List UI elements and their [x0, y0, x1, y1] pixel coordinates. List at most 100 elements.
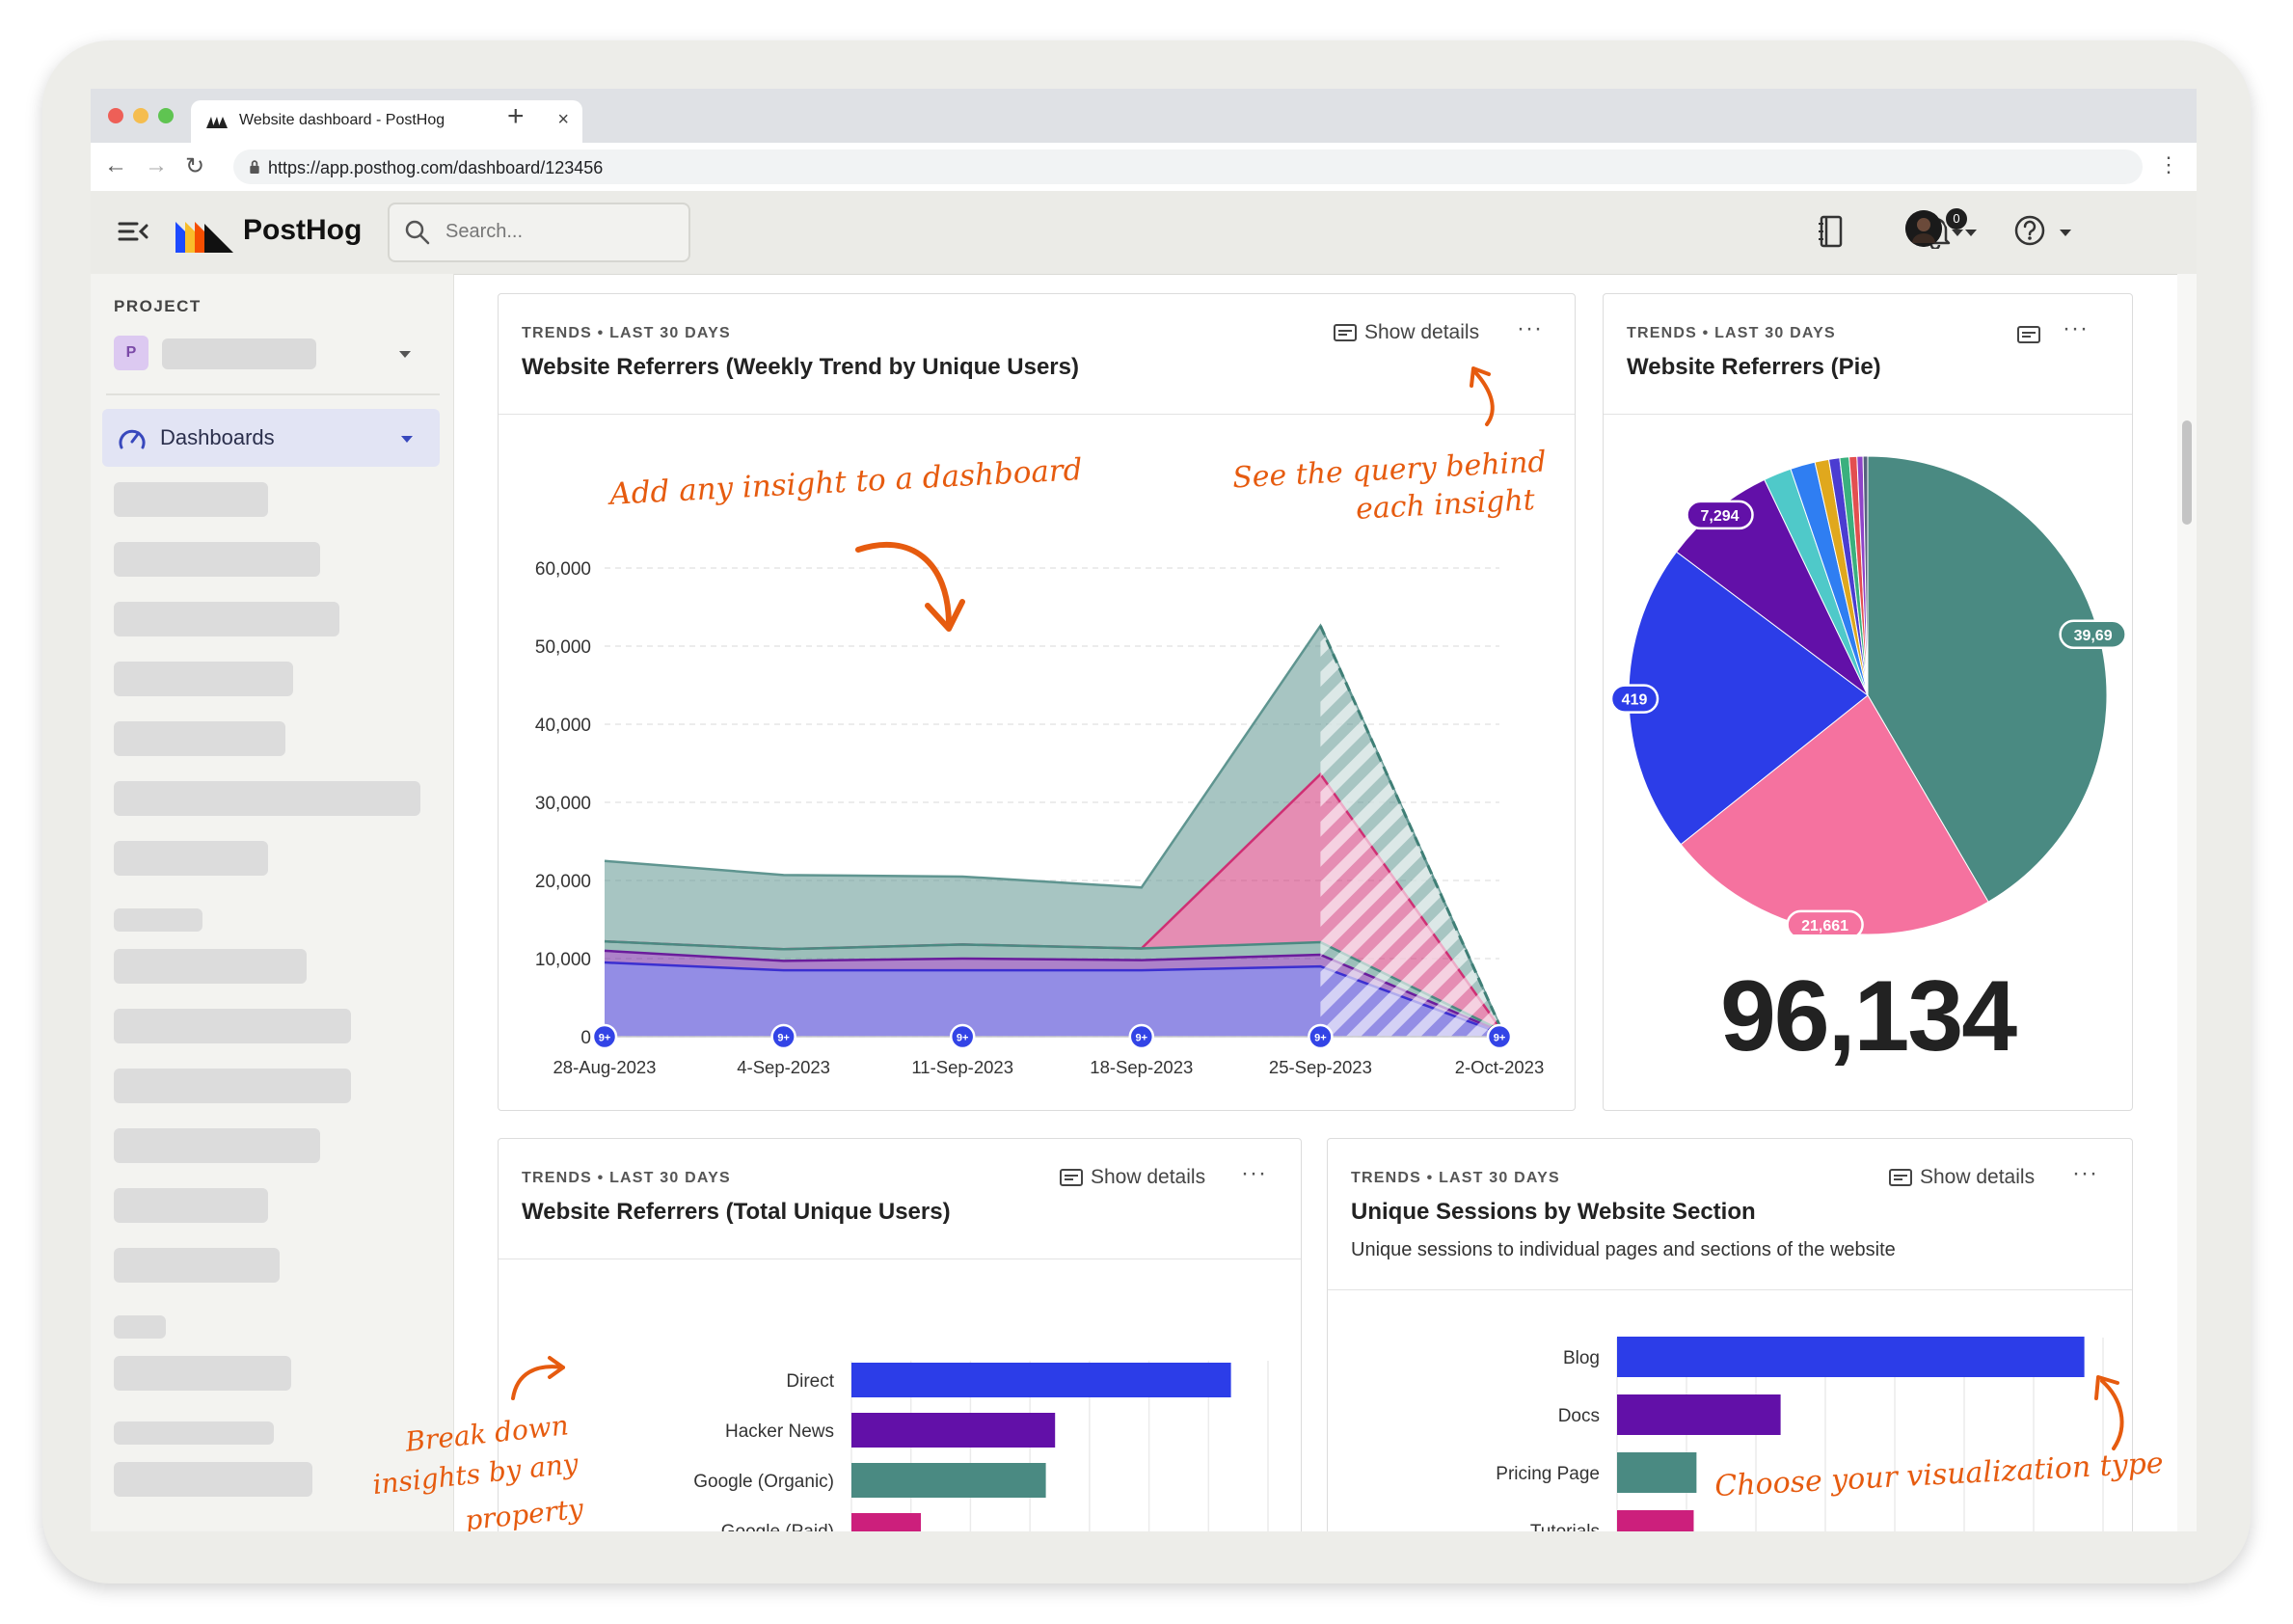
bar-direct[interactable]	[851, 1363, 1231, 1397]
sidebar: PROJECT P Dashboards	[91, 274, 454, 1531]
incomplete-period-line	[1319, 625, 1501, 1026]
area-series-hacker-news[interactable]	[605, 950, 1499, 1033]
search-placeholder: Search...	[445, 221, 524, 242]
sidebar-item-placeholder[interactable]	[114, 1356, 291, 1391]
sidebar-item-placeholder[interactable]	[114, 721, 285, 756]
details-icon[interactable]	[2017, 325, 2040, 344]
notifications-chevron-down-icon[interactable]	[1965, 230, 1977, 236]
details-icon	[1889, 1169, 1912, 1186]
bar-category-label: Direct	[786, 1371, 834, 1392]
help-icon[interactable]	[2013, 214, 2046, 247]
maximize-window-dot[interactable]	[158, 108, 174, 123]
area-series-direct[interactable]	[605, 962, 1499, 1037]
show-details-label: Show details	[1091, 1166, 1206, 1188]
sidebar-item-placeholder[interactable]	[114, 1188, 268, 1223]
card-title[interactable]: Unique Sessions by Website Section	[1351, 1199, 1756, 1225]
annotation-marker[interactable]: 9+	[949, 1023, 976, 1050]
area-series-other[interactable]	[605, 625, 1499, 1028]
annotation-marker[interactable]: 9+	[1128, 1023, 1155, 1050]
card-title[interactable]: Website Referrers (Pie)	[1627, 354, 1881, 380]
tab-title: Website dashboard - PostHog	[239, 112, 445, 128]
y-tick-label: 60,000	[535, 559, 591, 580]
sidebar-item-placeholder[interactable]	[114, 662, 293, 696]
notification-count-badge: 0	[1944, 206, 1969, 231]
more-options-icon[interactable]: ···	[2063, 315, 2089, 341]
avatar[interactable]	[1905, 210, 1942, 247]
more-options-icon[interactable]: ···	[2072, 1160, 2098, 1186]
bar-category-label: Google (Paid)	[721, 1522, 834, 1531]
pie-slice-slate[interactable]	[1862, 455, 1869, 696]
svg-text:419: 419	[1622, 692, 1648, 709]
bar-google-organic-[interactable]	[851, 1463, 1046, 1498]
sidebar-item-placeholder[interactable]	[114, 1128, 320, 1163]
new-tab-icon[interactable]: +	[507, 100, 525, 132]
project-avatar[interactable]: P	[114, 336, 148, 370]
annotation-marker[interactable]: 9+	[770, 1023, 796, 1050]
annotation-arrow-icon	[511, 1356, 565, 1400]
more-options-icon[interactable]: ···	[1241, 1160, 1267, 1186]
bar-blog[interactable]	[1617, 1337, 2085, 1377]
bar-hacker-news[interactable]	[851, 1413, 1056, 1448]
search-input[interactable]: Search...	[388, 203, 690, 262]
show-details-button[interactable]: Show details	[1334, 321, 1479, 348]
svg-text:21,661: 21,661	[1801, 918, 1848, 934]
sidebar-item-placeholder[interactable]	[114, 1069, 351, 1103]
reload-icon[interactable]: ↻	[185, 153, 205, 179]
sidebar-item-placeholder[interactable]	[114, 781, 420, 816]
svg-text:7,294: 7,294	[1700, 508, 1739, 525]
menu-collapse-icon[interactable]	[118, 218, 148, 245]
pie-data-label: 7,294	[1686, 500, 1754, 530]
bar-tutorials[interactable]	[1617, 1510, 1694, 1531]
browser-tab[interactable]: Website dashboard - PostHog ×	[191, 100, 582, 143]
sidebar-item-placeholder[interactable]	[114, 1009, 351, 1043]
show-details-button[interactable]: Show details	[1060, 1166, 1205, 1193]
url-text: https://app.posthog.com/dashboard/123456	[268, 158, 604, 177]
bar-category-label: Pricing Page	[1496, 1464, 1600, 1484]
user-menu-chevron-down-icon[interactable]	[1952, 230, 1963, 236]
sidebar-item-dashboards[interactable]: Dashboards	[102, 409, 440, 467]
sidebar-item-placeholder[interactable]	[114, 841, 268, 876]
project-chevron-down-icon[interactable]	[399, 351, 411, 358]
sidebar-item-placeholder[interactable]	[114, 542, 320, 577]
card-title[interactable]: Website Referrers (Total Unique Users)	[522, 1199, 951, 1225]
sidebar-item-placeholder[interactable]	[114, 602, 339, 636]
svg-text:9+: 9+	[1494, 1033, 1506, 1044]
sidebar-item-placeholder[interactable]	[114, 1462, 312, 1497]
show-details-label: Show details	[1920, 1166, 2036, 1188]
card-title[interactable]: Website Referrers (Weekly Trend by Uniqu…	[522, 354, 1079, 380]
sidebar-item-placeholder[interactable]	[114, 949, 307, 984]
help-chevron-down-icon[interactable]	[2060, 230, 2071, 236]
area-series-google-paid-[interactable]	[605, 773, 1499, 1030]
annotation-break-down-line3: property	[463, 1492, 585, 1531]
annotation-marker[interactable]: 9+	[1308, 1023, 1334, 1050]
bar-google-paid-[interactable]	[851, 1513, 921, 1531]
notebook-icon[interactable]	[1817, 214, 1846, 249]
back-icon[interactable]: ←	[104, 152, 127, 178]
url-field[interactable]: https://app.posthog.com/dashboard/123456	[233, 149, 2143, 184]
card-eyebrow: TRENDS • LAST 30 DAYS	[522, 325, 731, 341]
project-name-placeholder[interactable]	[162, 338, 316, 369]
browser-menu-icon[interactable]: ⋮	[2158, 152, 2179, 176]
more-options-icon[interactable]: ···	[1517, 315, 1543, 341]
x-tick-label: 2-Oct-2023	[1455, 1057, 1545, 1077]
annotation-marker[interactable]: 9+	[591, 1023, 618, 1050]
pie-data-label: 39,69	[2059, 619, 2127, 650]
dashboards-chevron-down-icon[interactable]	[401, 436, 413, 443]
card-header: TRENDS • LAST 30 DAYS Unique Sessions by…	[1328, 1139, 2132, 1290]
show-details-button[interactable]: Show details	[1889, 1166, 2035, 1193]
x-tick-label: 4-Sep-2023	[737, 1057, 830, 1077]
minimize-window-dot[interactable]	[133, 108, 148, 123]
forward-icon[interactable]: →	[145, 152, 168, 178]
annotation-marker[interactable]: 9+	[1486, 1023, 1513, 1050]
bar-pricing-page[interactable]	[1617, 1452, 1697, 1493]
bar-category-label: Docs	[1558, 1406, 1600, 1426]
bar-docs[interactable]	[1617, 1394, 1781, 1435]
main-scrollbar-thumb[interactable]	[2182, 420, 2192, 525]
sidebar-divider	[106, 393, 440, 395]
y-tick-label: 0	[580, 1028, 591, 1048]
tab-close-icon[interactable]: ×	[557, 109, 569, 130]
sidebar-item-placeholder[interactable]	[114, 482, 268, 517]
pie-data-label: 419	[1609, 684, 1659, 714]
close-window-dot[interactable]	[108, 108, 123, 123]
sidebar-item-placeholder[interactable]	[114, 1248, 280, 1283]
